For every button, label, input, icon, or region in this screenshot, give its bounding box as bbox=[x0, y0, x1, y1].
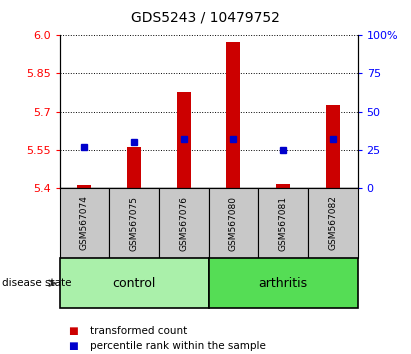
Bar bbox=[258, 188, 308, 258]
Text: transformed count: transformed count bbox=[90, 326, 188, 336]
Text: GDS5243 / 10479752: GDS5243 / 10479752 bbox=[131, 11, 280, 25]
Text: disease state: disease state bbox=[2, 278, 72, 288]
Bar bbox=[77, 185, 91, 188]
Text: percentile rank within the sample: percentile rank within the sample bbox=[90, 341, 266, 351]
Bar bbox=[226, 42, 240, 188]
Bar bbox=[159, 188, 208, 258]
Text: GSM567075: GSM567075 bbox=[129, 195, 139, 251]
Bar bbox=[326, 105, 339, 188]
Text: GSM567080: GSM567080 bbox=[229, 195, 238, 251]
Bar bbox=[208, 188, 258, 258]
Bar bbox=[208, 258, 358, 308]
Bar bbox=[109, 188, 159, 258]
Bar bbox=[177, 92, 191, 188]
Text: ■: ■ bbox=[68, 341, 78, 351]
Bar bbox=[127, 147, 141, 188]
Text: ■: ■ bbox=[68, 326, 78, 336]
Text: GSM567076: GSM567076 bbox=[179, 195, 188, 251]
Text: GSM567074: GSM567074 bbox=[80, 195, 89, 251]
Text: GSM567082: GSM567082 bbox=[328, 195, 337, 251]
Text: GSM567081: GSM567081 bbox=[279, 195, 288, 251]
Text: arthritis: arthritis bbox=[259, 277, 308, 290]
Text: control: control bbox=[112, 277, 156, 290]
Bar bbox=[60, 188, 109, 258]
Bar bbox=[60, 258, 209, 308]
Bar bbox=[276, 184, 290, 188]
Bar bbox=[308, 188, 358, 258]
